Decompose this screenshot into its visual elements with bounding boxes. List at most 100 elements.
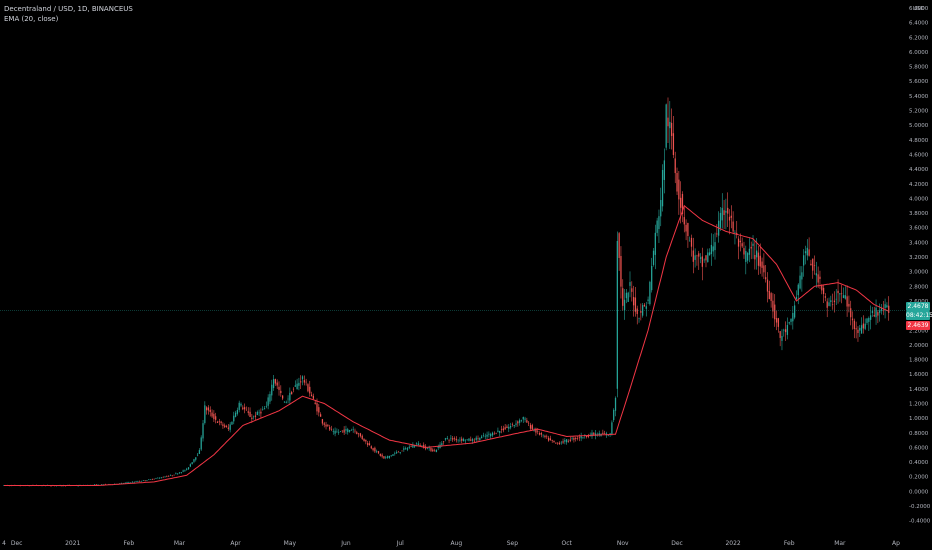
candle-body [392, 454, 394, 456]
candle-body [502, 428, 504, 431]
candle-body [761, 261, 763, 268]
candle-body [330, 428, 333, 430]
candle-body [334, 430, 336, 434]
candle-body [810, 263, 812, 266]
candle-body [862, 323, 865, 329]
candle-body [819, 276, 821, 279]
candle-body [598, 433, 600, 436]
candle-body [745, 251, 747, 262]
candle-body [271, 384, 273, 396]
candle-body [357, 433, 360, 435]
candle-body [495, 432, 497, 434]
candle-body [131, 481, 134, 483]
candle-body [363, 438, 365, 442]
price-tick-label: 4.0000 [909, 196, 929, 202]
candle-body [204, 405, 206, 424]
candle-body [437, 446, 439, 448]
price-tick-label: 1.2000 [909, 401, 929, 407]
candle-body [356, 432, 358, 435]
candle-body [247, 411, 249, 413]
candle-body [260, 411, 262, 414]
candle-body [139, 481, 141, 482]
price-tick-label: 2.2000 [909, 328, 929, 334]
candle-body [292, 388, 295, 390]
candle-body [359, 433, 362, 437]
candle-body [182, 470, 184, 472]
candle-body [725, 210, 727, 213]
candle-body [149, 479, 152, 480]
candle-body [860, 325, 863, 334]
candle-body [665, 104, 667, 148]
candle-body [345, 429, 347, 431]
candle-body [383, 456, 385, 459]
candle-body [133, 481, 135, 483]
candle-body [481, 436, 483, 439]
candle-body [848, 303, 850, 307]
indicator-title[interactable]: EMA (20, close) [4, 15, 59, 23]
candle-body [390, 455, 392, 457]
candle-body [752, 243, 754, 246]
candle-body [457, 439, 459, 441]
candle-body [788, 322, 790, 324]
candle-body [144, 480, 146, 481]
candle-body [822, 287, 825, 295]
candle-body [367, 443, 369, 445]
candle-body [781, 335, 783, 341]
candle-body [556, 442, 559, 444]
symbol-title[interactable]: Decentraland / USD, 1D, BINANCEUS [4, 5, 133, 13]
candle-body [625, 292, 628, 299]
candle-body [698, 253, 700, 257]
candle-body [571, 438, 573, 439]
candle-body [435, 449, 438, 453]
candle-body [471, 439, 474, 441]
candle-body [233, 415, 235, 422]
candle-body [795, 296, 798, 300]
candle-body [307, 384, 309, 392]
price-tick-label: 3.6000 [909, 226, 929, 232]
candle-body [395, 452, 398, 454]
candle-body [301, 376, 304, 380]
candle-body [263, 408, 266, 410]
candle-body [528, 422, 530, 424]
candle-body [727, 207, 729, 214]
candle-body [656, 220, 658, 233]
candle-body [685, 224, 687, 232]
candle-body [318, 407, 320, 413]
candle-body [186, 468, 188, 470]
candle-body [708, 252, 711, 256]
candle-body [844, 295, 846, 299]
time-axis[interactable]: 4 Dec 2021 Feb Mar Apr May Jun Jul Aug Sep Oct Nov De… [2, 540, 900, 547]
candle-body [683, 217, 685, 225]
candle-body [321, 419, 324, 424]
price-tick-label: 2.0000 [909, 343, 929, 349]
candle-body [379, 453, 381, 456]
candle-body [93, 484, 96, 486]
candle-body [269, 394, 271, 402]
candle-body [508, 426, 510, 429]
price-tick-label: 6.6000 [909, 6, 929, 12]
candle-body [526, 420, 528, 423]
candle-body [663, 160, 666, 180]
candle-body [158, 477, 161, 479]
candle-body [242, 407, 244, 410]
candle-body [443, 441, 445, 443]
time-tick-label: Dec [671, 540, 683, 547]
candle-body [754, 255, 756, 260]
candle-body [339, 431, 342, 432]
candle-body [470, 439, 472, 441]
candle-body [618, 233, 620, 258]
candle-body [696, 255, 698, 257]
candle-body [168, 475, 170, 477]
candle-body [482, 435, 485, 436]
candle-body [464, 440, 466, 442]
candle-body [316, 403, 318, 412]
candle-body [676, 172, 678, 192]
candle-body [225, 425, 228, 427]
candle-body [430, 447, 432, 451]
candle-body [524, 418, 526, 420]
candle-body [803, 255, 805, 266]
candle-body [491, 432, 494, 436]
price-tick-label: 2.8000 [909, 284, 929, 290]
candle-body [135, 481, 137, 482]
